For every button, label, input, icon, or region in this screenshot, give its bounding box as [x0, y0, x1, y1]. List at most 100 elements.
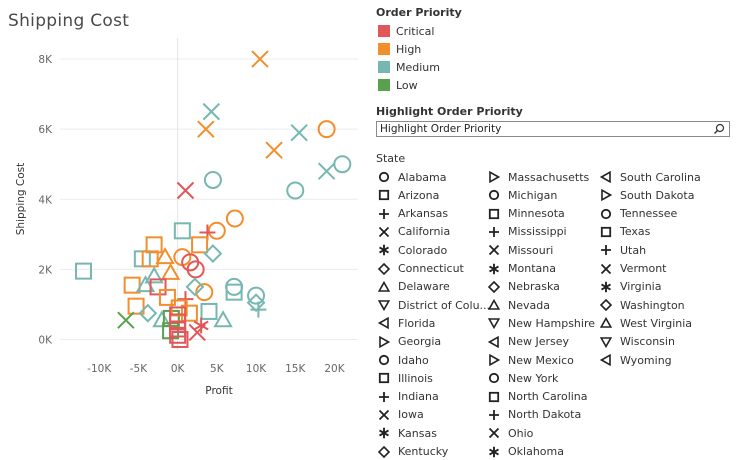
data-point-medium[interactable] [200, 302, 218, 320]
state-legend-item[interactable]: Alabama [378, 169, 447, 185]
state-legend-item[interactable]: Ohio [488, 425, 533, 441]
state-legend-item[interactable]: Texas [600, 224, 650, 240]
data-point-high[interactable] [180, 304, 198, 322]
data-point-medium[interactable] [286, 181, 305, 200]
search-icon[interactable] [713, 123, 725, 135]
data-point-medium[interactable] [138, 303, 158, 323]
data-point-high[interactable] [158, 288, 176, 306]
data-point-medium[interactable] [213, 310, 233, 328]
state-legend-item[interactable]: Tennessee [600, 206, 677, 222]
data-point-critical[interactable] [177, 291, 194, 308]
state-legend-item[interactable]: Oklahoma [488, 444, 564, 460]
state-legend-item[interactable]: Vermont [600, 261, 667, 277]
state-legend-item[interactable]: Colorado [378, 242, 447, 258]
data-point-medium[interactable] [75, 262, 93, 280]
state-legend-item[interactable]: Utah [600, 242, 646, 258]
state-legend-item[interactable]: Washington [600, 297, 685, 313]
data-point-critical[interactable] [188, 323, 206, 342]
state-legend-item[interactable]: Michigan [488, 187, 557, 203]
state-legend-item[interactable]: Kentucky [378, 444, 448, 460]
data-point-high[interactable] [160, 262, 181, 280]
data-point-high[interactable] [251, 50, 269, 68]
data-point-high[interactable] [145, 236, 163, 254]
state-legend-item[interactable]: Nebraska [488, 279, 560, 295]
data-point-medium[interactable] [144, 266, 164, 284]
data-point-critical[interactable] [169, 326, 187, 344]
data-point-medium[interactable] [247, 286, 266, 305]
state-legend-item[interactable]: South Carolina [600, 169, 701, 185]
data-point-medium[interactable] [202, 102, 221, 121]
state-legend-item[interactable]: California [378, 224, 450, 240]
data-point-critical[interactable] [149, 278, 167, 296]
priority-legend-item[interactable]: Low [378, 78, 418, 92]
state-legend-item[interactable]: New Jersey [488, 334, 569, 350]
highlight-search-input[interactable]: Highlight Order Priority [376, 121, 730, 137]
data-point-medium[interactable] [135, 275, 156, 293]
priority-legend-item[interactable]: Medium [378, 60, 440, 74]
state-legend-item[interactable]: Montana [488, 261, 556, 277]
data-point-medium[interactable] [203, 244, 223, 264]
state-legend-item[interactable]: Delaware [378, 279, 450, 295]
state-legend-item[interactable]: North Carolina [488, 389, 588, 405]
data-point-critical[interactable] [186, 260, 205, 279]
state-legend-label: Wyoming [620, 353, 672, 367]
state-legend-item[interactable]: Arizona [378, 187, 439, 203]
priority-legend-item[interactable]: High [378, 42, 421, 56]
data-point-high[interactable] [123, 276, 141, 294]
state-legend-label: Kentucky [398, 445, 449, 458]
state-legend-item[interactable]: Missouri [488, 242, 553, 258]
state-legend-item[interactable]: New Hampshire [488, 315, 595, 331]
data-point-high[interactable] [207, 221, 226, 240]
data-point-medium[interactable] [225, 277, 244, 296]
data-point-critical[interactable] [176, 181, 195, 200]
state-legend-item[interactable]: Wyoming [600, 352, 672, 368]
data-point-medium[interactable] [333, 155, 352, 174]
data-point-medium[interactable] [185, 277, 205, 297]
data-point-medium[interactable] [173, 222, 191, 240]
data-point-medium[interactable] [203, 170, 222, 189]
data-point-high[interactable] [225, 209, 244, 228]
data-point-critical[interactable] [171, 330, 189, 348]
state-legend-item[interactable]: Nevada [488, 297, 550, 313]
data-point-medium[interactable] [290, 123, 308, 142]
data-point-high[interactable] [191, 236, 209, 254]
state-legend-item[interactable]: Georgia [378, 334, 441, 350]
state-legend-item[interactable]: Idaho [378, 352, 429, 368]
state-legend-item[interactable]: Minnesota [488, 206, 565, 222]
state-legend-item[interactable]: Kansas [378, 425, 437, 441]
state-legend-item[interactable]: Wisconsin [600, 334, 675, 350]
x-tick-label: 20K [324, 363, 345, 375]
data-point-high[interactable] [155, 247, 175, 265]
state-legend-item[interactable]: North Dakota [488, 407, 581, 423]
state-legend-item[interactable]: Virginia [600, 279, 661, 295]
state-legend-item[interactable]: Iowa [378, 407, 424, 423]
state-legend-item[interactable]: District of Colu... [378, 297, 490, 313]
state-legend-item[interactable]: Florida [378, 315, 435, 331]
state-legend-label: Utah [620, 243, 647, 257]
data-point-medium[interactable] [250, 301, 267, 318]
state-legend-item[interactable]: West Virginia [600, 315, 692, 331]
data-point-high[interactable] [127, 297, 145, 315]
state-legend-item[interactable]: Arkansas [378, 206, 448, 222]
state-legend-item[interactable]: Massachusetts [488, 169, 589, 185]
data-point-high[interactable] [317, 120, 336, 139]
data-point-critical[interactable] [193, 317, 209, 334]
data-point-low[interactable] [117, 311, 135, 329]
state-legend-label: Montana [508, 262, 556, 275]
state-legend-item[interactable]: Mississippi [488, 224, 567, 240]
state-legend-item[interactable]: Indiana [378, 389, 439, 405]
state-legend-label: Kansas [398, 426, 437, 440]
data-point-high[interactable] [141, 250, 159, 268]
data-point-high[interactable] [197, 120, 215, 138]
data-point-medium[interactable] [225, 283, 243, 301]
state-legend-item[interactable]: New York [488, 370, 558, 386]
priority-legend-item[interactable]: Critical [378, 24, 434, 38]
data-point-medium[interactable] [317, 162, 336, 180]
state-legend-item[interactable]: Connecticut [378, 261, 464, 277]
state-legend-item[interactable]: South Dakota [600, 187, 694, 203]
data-point-medium[interactable] [152, 310, 172, 328]
scatter-plot[interactable]: 0K 2K 4K 6K 8K -10K -5K 0K 5K 10K 15K 20K Profit Ship… [0, 0, 365, 410]
state-legend-item[interactable]: New Mexico [488, 352, 574, 368]
data-point-high[interactable] [265, 141, 283, 159]
state-legend-item[interactable]: Illinois [378, 370, 433, 386]
